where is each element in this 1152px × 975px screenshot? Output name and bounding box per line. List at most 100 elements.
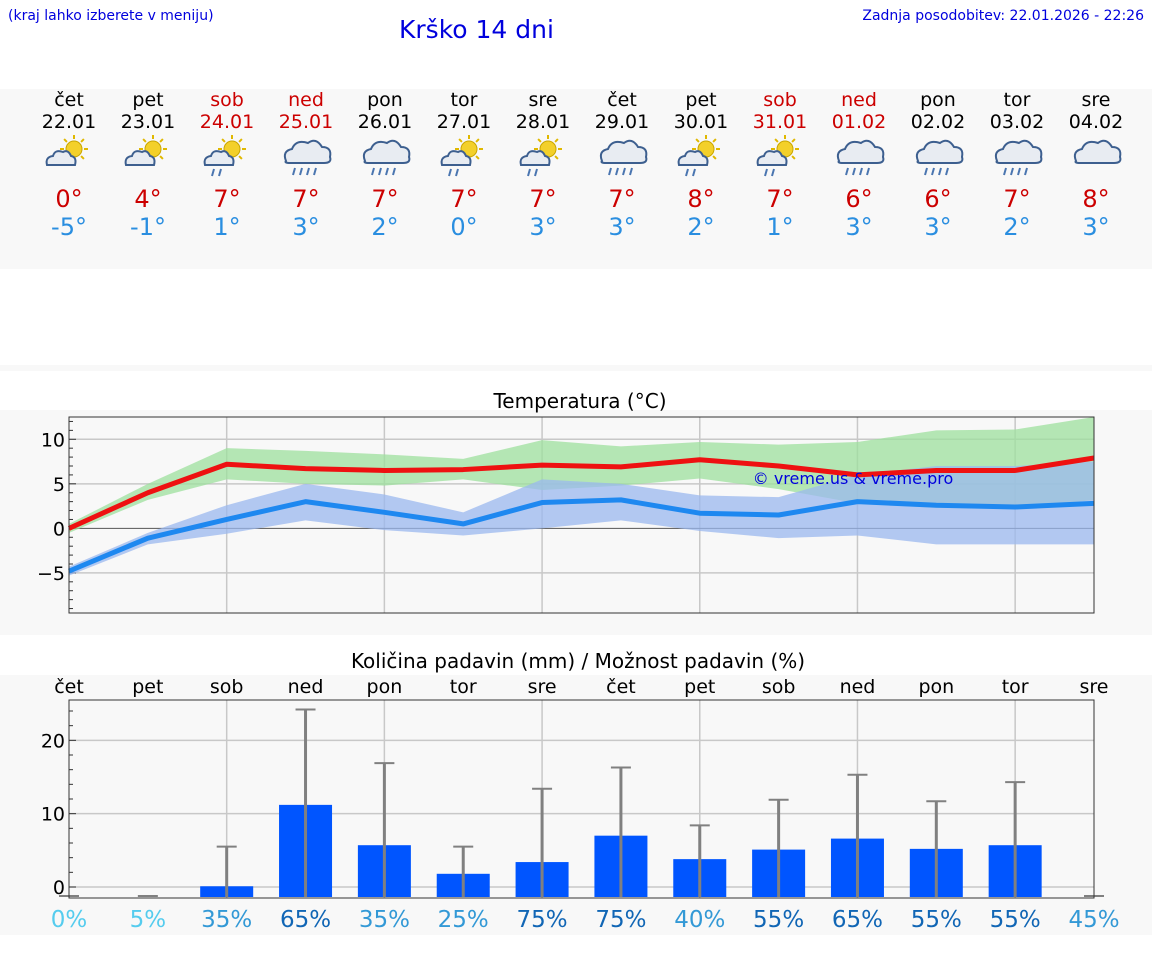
precipitation-day-label: pet <box>132 676 163 698</box>
precipitation-probability: 35% <box>201 907 252 933</box>
forecast-day: čet 22.01 0° -5° <box>29 89 109 241</box>
forecast-max-temp: 8° <box>1082 185 1110 213</box>
temperature-chart-title: Temperatura (°C) <box>492 389 666 413</box>
forecast-max-temp: 7° <box>213 185 241 213</box>
min-temp-range-band <box>69 461 1094 576</box>
forecast-date: 24.01 <box>199 111 255 133</box>
forecast-min-temp: 3° <box>1082 213 1110 241</box>
precipitation-probability: 45% <box>1068 907 1119 933</box>
sun-rain-icon <box>677 135 720 177</box>
forecast-min-temp: 2° <box>687 213 715 241</box>
precipitation-day-label: čet <box>606 676 636 698</box>
forecast-max-temp: 7° <box>371 185 399 213</box>
cloud-icon <box>1073 139 1122 164</box>
watermark: © vreme.us & vreme.pro <box>753 469 954 488</box>
precipitation-day-label: sre <box>528 676 557 698</box>
forecast-min-temp: -5° <box>51 213 87 241</box>
sun-rain-icon <box>203 135 246 177</box>
temperature-ytick-label: −5 <box>37 563 65 585</box>
max-temp-line <box>67 455 1095 531</box>
forecast-max-temp: 7° <box>292 185 320 213</box>
precipitation-probability: 55% <box>990 907 1041 933</box>
forecast-day: ned 25.01 7° 3° <box>266 89 346 241</box>
forecast-date: 22.01 <box>41 111 97 133</box>
precipitation-probability: 40% <box>674 907 725 933</box>
forecast-day-name: tor <box>450 89 478 111</box>
precipitation-probability: 65% <box>280 907 331 933</box>
sun-rain-icon <box>519 135 562 177</box>
precipitation-day-label: ned <box>288 676 324 698</box>
forecast-date: 31.01 <box>752 111 808 133</box>
forecast-day-name: čet <box>54 89 84 111</box>
forecast-date: 29.01 <box>594 111 650 133</box>
precipitation-probability: 75% <box>595 907 646 933</box>
forecast-date: 03.02 <box>989 111 1045 133</box>
forecast-min-temp: 3° <box>845 213 873 241</box>
forecast-date: 27.01 <box>436 111 492 133</box>
rain-cloud-icon <box>994 139 1043 176</box>
min-temp-line <box>68 497 1095 574</box>
forecast-day: sob 24.01 7° 1° <box>187 89 267 241</box>
precipitation-probability: 25% <box>438 907 489 933</box>
precipitation-probability: 65% <box>832 907 883 933</box>
precipitation-day-label: pon <box>918 676 954 698</box>
forecast-max-temp: 7° <box>529 185 557 213</box>
temperature-ytick-label: 5 <box>53 474 65 496</box>
forecast-day-name: čet <box>607 89 637 111</box>
precipitation-probability: 5% <box>130 907 167 933</box>
precipitation-ytick-label: 0 <box>53 877 65 899</box>
forecast-day-name: ned <box>288 89 324 111</box>
forecast-day: ned 01.02 6° 3° <box>819 89 899 241</box>
forecast-min-temp: 1° <box>213 213 241 241</box>
precipitation-day-label: sob <box>210 676 244 698</box>
precipitation-chart: Količina padavin (mm) / Možnost padavin … <box>41 649 1120 933</box>
precipitation-day-label: pon <box>367 676 403 698</box>
forecast-date: 04.02 <box>1068 111 1124 133</box>
forecast-day-name: sob <box>763 89 797 111</box>
forecast-min-temp: 1° <box>766 213 794 241</box>
sun-rain-icon <box>756 135 799 177</box>
forecast-day: tor 27.01 7° 0° <box>424 89 504 241</box>
precipitation-day-label: ned <box>840 676 876 698</box>
sun-cloud-icon <box>45 135 88 166</box>
forecast-day-name: pon <box>920 89 956 111</box>
forecast-min-temp: 2° <box>1003 213 1031 241</box>
precipitation-day-label: pet <box>684 676 715 698</box>
forecast-day: čet 29.01 7° 3° <box>582 89 662 241</box>
max-temp-range-band <box>69 417 1094 533</box>
forecast-day-name: tor <box>1003 89 1031 111</box>
precipitation-day-label: čet <box>54 676 84 698</box>
forecast-date: 25.01 <box>278 111 334 133</box>
forecast-day-name: sob <box>210 89 244 111</box>
last-updated: Zadnja posodobitev: 22.01.2026 - 22:26 <box>862 8 1144 24</box>
forecast-day: pon 26.01 7° 2° <box>345 89 425 241</box>
forecast-date: 30.01 <box>673 111 729 133</box>
forecast-min-temp: -1° <box>130 213 166 241</box>
temperature-ytick-label: 10 <box>41 429 65 451</box>
rain-cloud-icon <box>599 139 648 176</box>
forecast-max-temp: 7° <box>766 185 794 213</box>
forecast-day-name: pet <box>132 89 164 111</box>
precipitation-day-label: tor <box>1002 676 1029 698</box>
precipitation-probability: 75% <box>517 907 568 933</box>
forecast-day-name: pet <box>685 89 717 111</box>
forecast-max-temp: 7° <box>1003 185 1031 213</box>
temperature-chart: Temperatura (°C) 10 5 0 −5 © vreme.us & vreme… <box>37 389 1095 614</box>
location-hint: (kraj lahko izberete v meniju) <box>8 8 214 24</box>
forecast-min-temp: 3° <box>529 213 557 241</box>
forecast-min-temp: 2° <box>371 213 399 241</box>
precipitation-ytick-label: 20 <box>41 730 65 752</box>
precipitation-probability: 0% <box>51 907 88 933</box>
rain-cloud-icon <box>362 139 411 176</box>
forecast-date: 01.02 <box>831 111 887 133</box>
temperature-ytick-label: 0 <box>53 518 65 540</box>
forecast-min-temp: 3° <box>292 213 320 241</box>
page-title: Krško 14 dni <box>399 15 554 44</box>
forecast-day-name: sre <box>1081 89 1111 111</box>
sun-rain-icon <box>440 135 483 177</box>
forecast-day-name: pon <box>367 89 403 111</box>
forecast-max-temp: 6° <box>845 185 873 213</box>
sun-cloud-icon <box>124 135 167 166</box>
forecast-row: čet 22.01 0° -5° pet 23.01 4° -1° sob 24.01 7° 1° ne… <box>29 89 1133 259</box>
forecast-day: sob 31.01 7° 1° <box>740 89 820 241</box>
